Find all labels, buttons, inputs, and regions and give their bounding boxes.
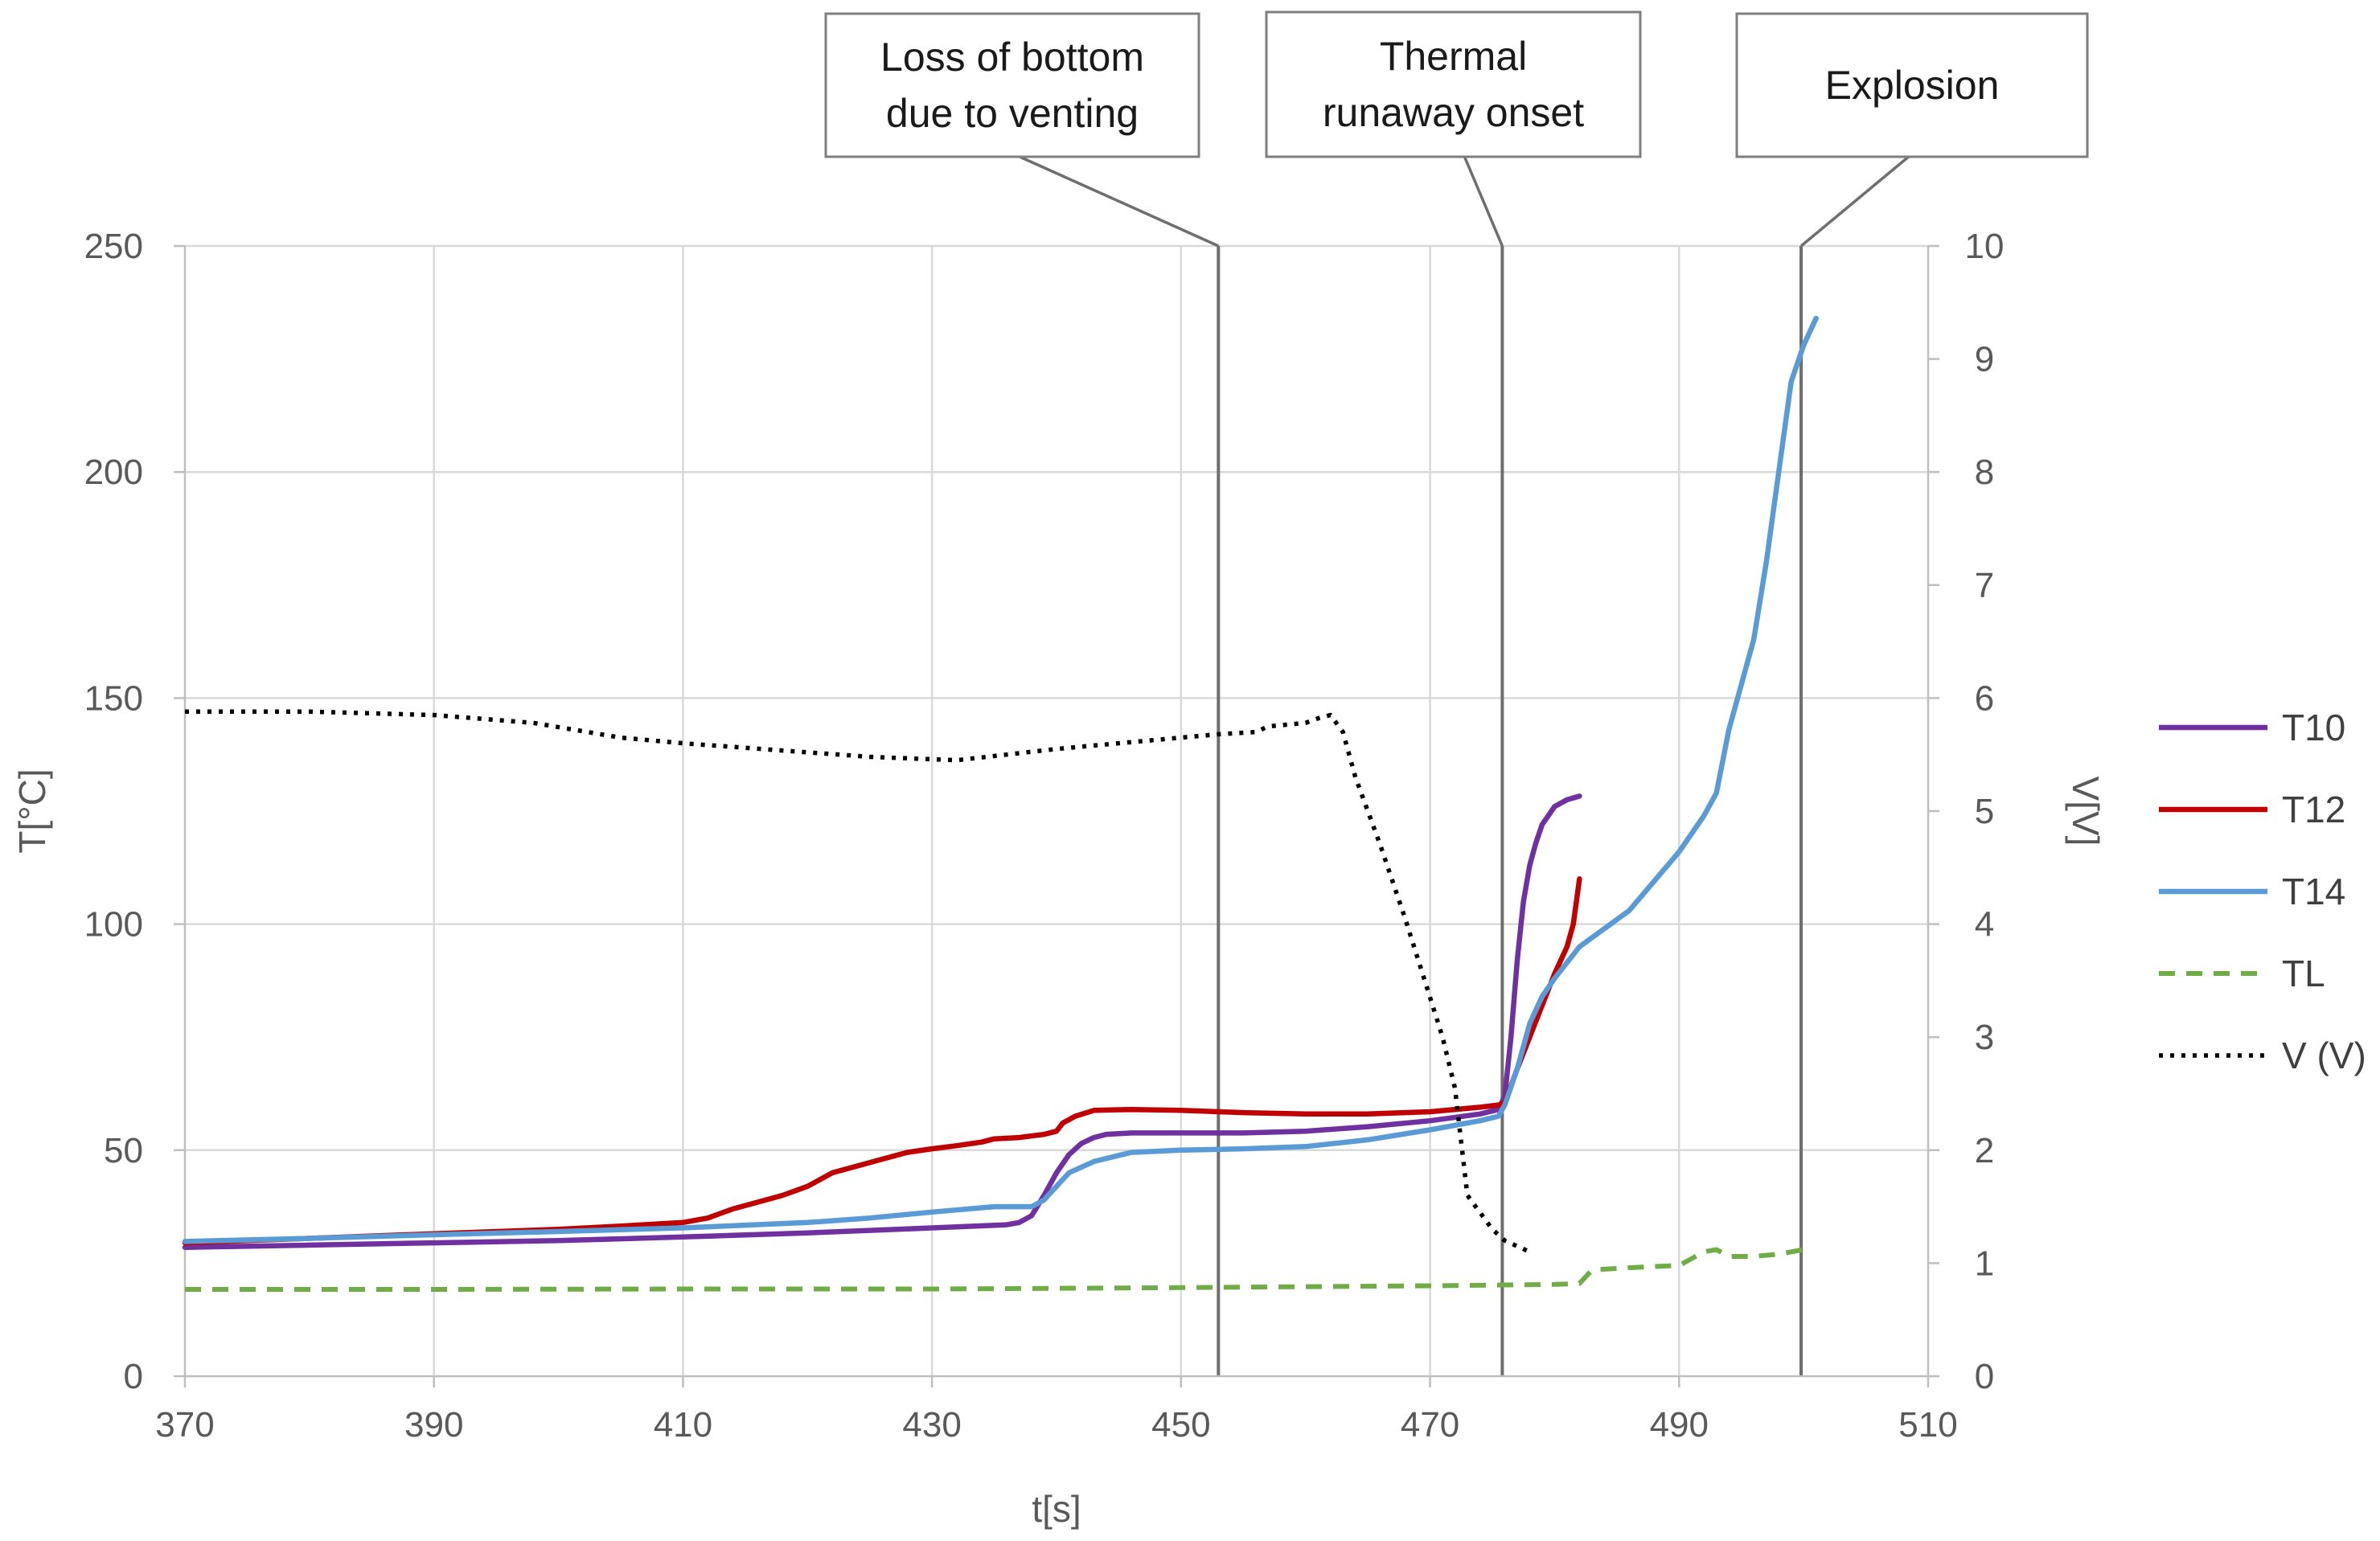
legend-label: T10	[2282, 707, 2345, 748]
annotation-text: Loss of bottom	[880, 35, 1144, 80]
y-tick-label: 150	[84, 678, 143, 718]
y2-tick-label: 0	[1975, 1357, 1994, 1396]
y2-tick-label: 6	[1975, 678, 1994, 718]
axes: 370 390 410 430 450 470 490 5100501001502002500…	[11, 227, 2107, 1530]
y-tick-label: 0	[124, 1357, 143, 1396]
x-tick-label: 450	[1151, 1405, 1210, 1445]
y2-tick-label: 10	[1965, 227, 2005, 266]
annotation-leader	[1799, 155, 1910, 248]
y-tick-label: 250	[84, 227, 143, 266]
series-line-t10	[182, 793, 1582, 1250]
annotation-box	[1735, 12, 2089, 158]
series-line-t14	[182, 315, 1819, 1244]
x-tick-label: 390	[404, 1405, 463, 1445]
y2-tick-label: 2	[1975, 1131, 1994, 1170]
series-line-t12	[182, 876, 1582, 1246]
legend-label: T12	[2282, 789, 2345, 830]
x-tick-label: 490	[1650, 1405, 1709, 1445]
y-tick-label: 50	[104, 1131, 143, 1170]
y2-tick-label: 9	[1975, 340, 1994, 379]
y2-tick-label: 5	[1975, 792, 1994, 831]
series-line-v-v	[185, 709, 1531, 1254]
legend-label: V (V)	[2282, 1035, 2366, 1076]
annotation-leader	[1463, 156, 1504, 247]
y2-tick-label: 1	[1975, 1244, 1994, 1283]
annotation-text: runaway onset	[1323, 90, 1584, 135]
y2-axis-title: V[V]	[2065, 777, 2107, 846]
grid	[185, 244, 1928, 1376]
x-tick-label: 370	[155, 1405, 214, 1445]
annotation-box	[1265, 10, 1642, 158]
y-tick-label: 200	[84, 453, 143, 492]
annotation-text: Thermal	[1380, 34, 1527, 79]
annotation-boxes: Loss of bottom due to venting Thermal runaw…	[824, 10, 2089, 158]
x-axis-title: t[s]	[1032, 1488, 1081, 1530]
legend-label: TL	[2282, 953, 2325, 994]
legend: T10 T12 T14 TL V (V)	[2159, 707, 2366, 1076]
annotation-text: due to venting	[886, 91, 1139, 136]
y-axis-title: T[°C]	[11, 768, 53, 853]
annotation-box	[824, 12, 1200, 158]
x-tick-label: 430	[902, 1405, 961, 1445]
y2-tick-label: 3	[1975, 1018, 1994, 1057]
x-tick-label: 410	[654, 1405, 712, 1445]
legend-label: T14	[2282, 871, 2345, 912]
x-tick-label: 510	[1898, 1405, 1957, 1445]
x-tick-label: 470	[1401, 1405, 1459, 1445]
y2-tick-label: 8	[1975, 453, 1994, 492]
plot-series	[182, 315, 1819, 1292]
annotation-text: Explosion	[1825, 63, 2000, 108]
y2-tick-label: 4	[1975, 905, 1994, 945]
annotation-leader	[1019, 155, 1220, 248]
annotation-lines	[1019, 155, 1910, 1376]
series-line-tl	[185, 1247, 1804, 1292]
y2-tick-label: 7	[1975, 566, 1994, 605]
y-tick-label: 100	[84, 905, 143, 945]
